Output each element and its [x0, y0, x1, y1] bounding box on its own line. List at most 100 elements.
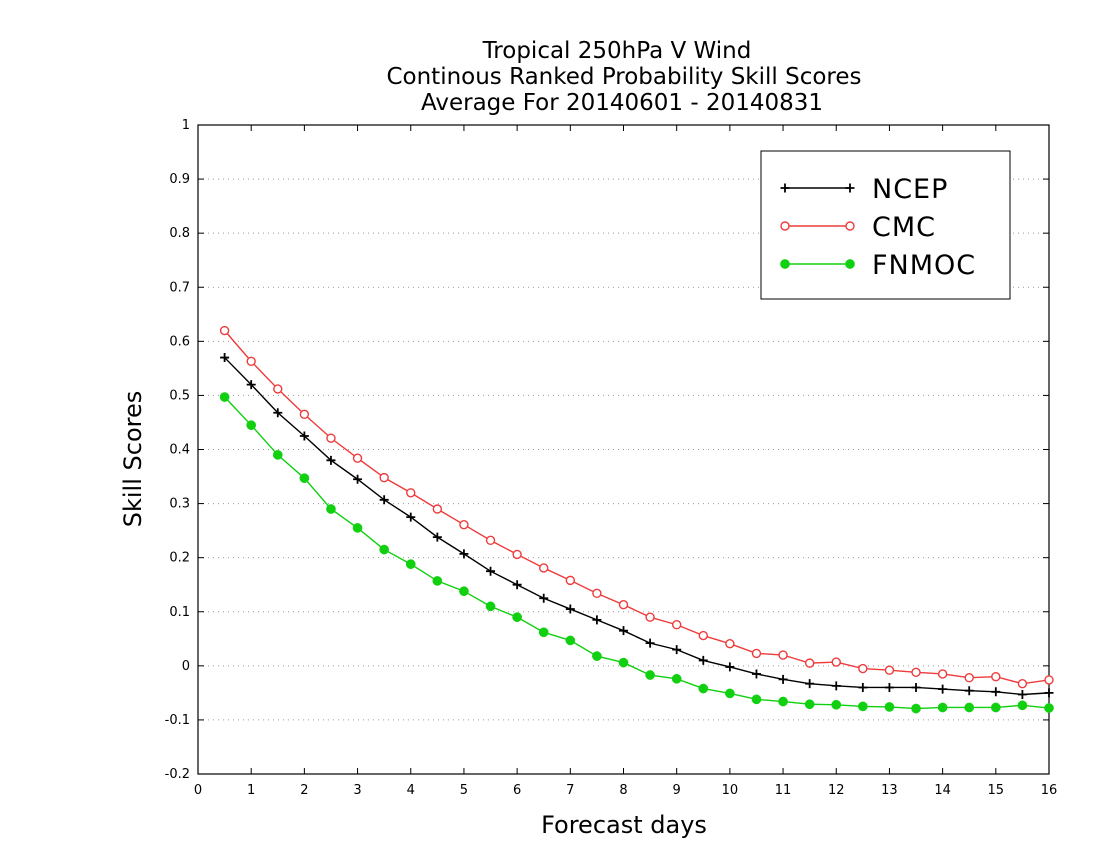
axis-ticks: -0.2-0.100.10.20.30.40.50.60.70.80.910 1 2… [165, 118, 1058, 798]
x-axis-label: Forecast days [541, 811, 707, 839]
x-tick-label: 11 [775, 783, 792, 798]
data-point-cmc [485, 535, 496, 546]
series-cmc [219, 325, 1054, 689]
data-point-ncep [1044, 688, 1054, 698]
data-point-cmc [219, 325, 230, 336]
data-point-cmc [645, 612, 655, 622]
data-point-ncep [299, 431, 309, 441]
series-fnmoc [219, 392, 1054, 714]
data-point-cmc [911, 667, 921, 678]
data-point-cmc [352, 453, 363, 463]
data-point-fnmoc [512, 612, 522, 623]
x-tick-label: 14 [934, 783, 951, 798]
data-point-fnmoc [671, 673, 682, 684]
x-tick-label: 6 [513, 783, 521, 798]
y-tick-label: 0.6 [169, 334, 190, 349]
data-point-ncep [751, 669, 761, 679]
x-tick-label: 4 [407, 783, 415, 798]
data-point-fnmoc [352, 523, 363, 533]
data-point-fnmoc [937, 702, 948, 713]
data-point-ncep [432, 532, 442, 542]
data-point-ncep [539, 593, 549, 603]
data-point-fnmoc [990, 702, 1001, 713]
series-ncep [220, 353, 1054, 699]
x-tick-label: 15 [988, 783, 1005, 798]
x-tick-label: 0 [194, 783, 202, 798]
data-point-fnmoc [884, 702, 895, 712]
legend-marker-cmc [845, 221, 855, 231]
y-axis-label: Skill Scores [119, 391, 147, 528]
x-tick-label: 8 [619, 783, 627, 798]
data-point-fnmoc [618, 657, 629, 668]
legend-marker-fnmoc [845, 259, 855, 269]
data-point-ncep [379, 495, 389, 505]
data-point-ncep [353, 474, 363, 484]
data-point-ncep [911, 682, 921, 692]
data-point-cmc [1017, 678, 1028, 689]
data-point-ncep [938, 684, 948, 694]
data-point-ncep [831, 681, 841, 691]
y-tick-label: 0.9 [169, 172, 190, 187]
data-point-ncep [645, 638, 655, 648]
y-tick-label: 1 [182, 118, 190, 133]
data-point-fnmoc [778, 696, 788, 707]
data-point-cmc [858, 663, 868, 674]
data-point-ncep [619, 626, 628, 636]
data-point-fnmoc [485, 601, 496, 612]
data-point-cmc [459, 519, 469, 530]
x-tick-label: 1 [247, 783, 255, 798]
data-point-cmc [778, 650, 788, 660]
legend-label-fnmoc: FNMOC [872, 250, 976, 281]
x-tick-label: 7 [566, 783, 574, 798]
x-tick-label: 5 [460, 783, 468, 798]
data-point-ncep [964, 686, 974, 696]
data-point-fnmoc [246, 420, 257, 431]
data-point-fnmoc [379, 544, 390, 555]
x-tick-label: 16 [1041, 783, 1058, 798]
data-point-fnmoc [911, 703, 921, 714]
data-point-fnmoc [698, 683, 709, 694]
data-point-fnmoc [725, 688, 735, 699]
data-point-cmc [432, 504, 443, 514]
data-point-cmc [751, 648, 762, 659]
x-tick-label: 3 [353, 783, 361, 798]
x-tick-label: 10 [722, 783, 739, 798]
data-point-fnmoc [1017, 700, 1028, 711]
y-tick-label: 0.2 [169, 551, 190, 566]
y-tick-label: 0 [182, 659, 190, 674]
data-point-ncep [486, 566, 496, 576]
legend: NCEP CMC FNMOC [760, 150, 1011, 300]
data-point-ncep [884, 682, 894, 692]
data-point-cmc [273, 384, 283, 394]
data-point-ncep [858, 682, 868, 692]
y-tick-label: 0.5 [169, 388, 190, 403]
data-point-ncep [512, 580, 522, 590]
series-layer [219, 325, 1054, 714]
data-point-cmc [725, 638, 735, 649]
data-point-cmc [406, 488, 416, 498]
series-line-cmc [224, 330, 1050, 685]
data-point-ncep [220, 353, 230, 363]
y-tick-label: 0.7 [169, 280, 190, 295]
y-tick-label: 0.8 [169, 226, 190, 241]
data-point-ncep [1017, 689, 1027, 699]
y-tick-label: 0.1 [169, 605, 190, 620]
data-point-cmc [698, 630, 708, 641]
data-point-ncep [326, 455, 336, 465]
data-point-cmc [618, 600, 629, 610]
data-point-fnmoc [964, 702, 975, 713]
data-point-fnmoc [592, 651, 602, 661]
data-point-cmc [884, 665, 895, 675]
data-point-ncep [778, 674, 788, 684]
x-tick-label: 2 [300, 783, 308, 798]
data-point-fnmoc [645, 670, 655, 680]
data-point-cmc [991, 671, 1001, 682]
data-point-cmc [539, 563, 549, 573]
data-point-cmc [1044, 675, 1054, 685]
data-point-cmc [671, 620, 682, 630]
legend-label-cmc: CMC [872, 212, 936, 243]
data-point-fnmoc [219, 392, 230, 402]
data-point-fnmoc [405, 559, 416, 570]
y-tick-label: 0.4 [169, 443, 190, 458]
